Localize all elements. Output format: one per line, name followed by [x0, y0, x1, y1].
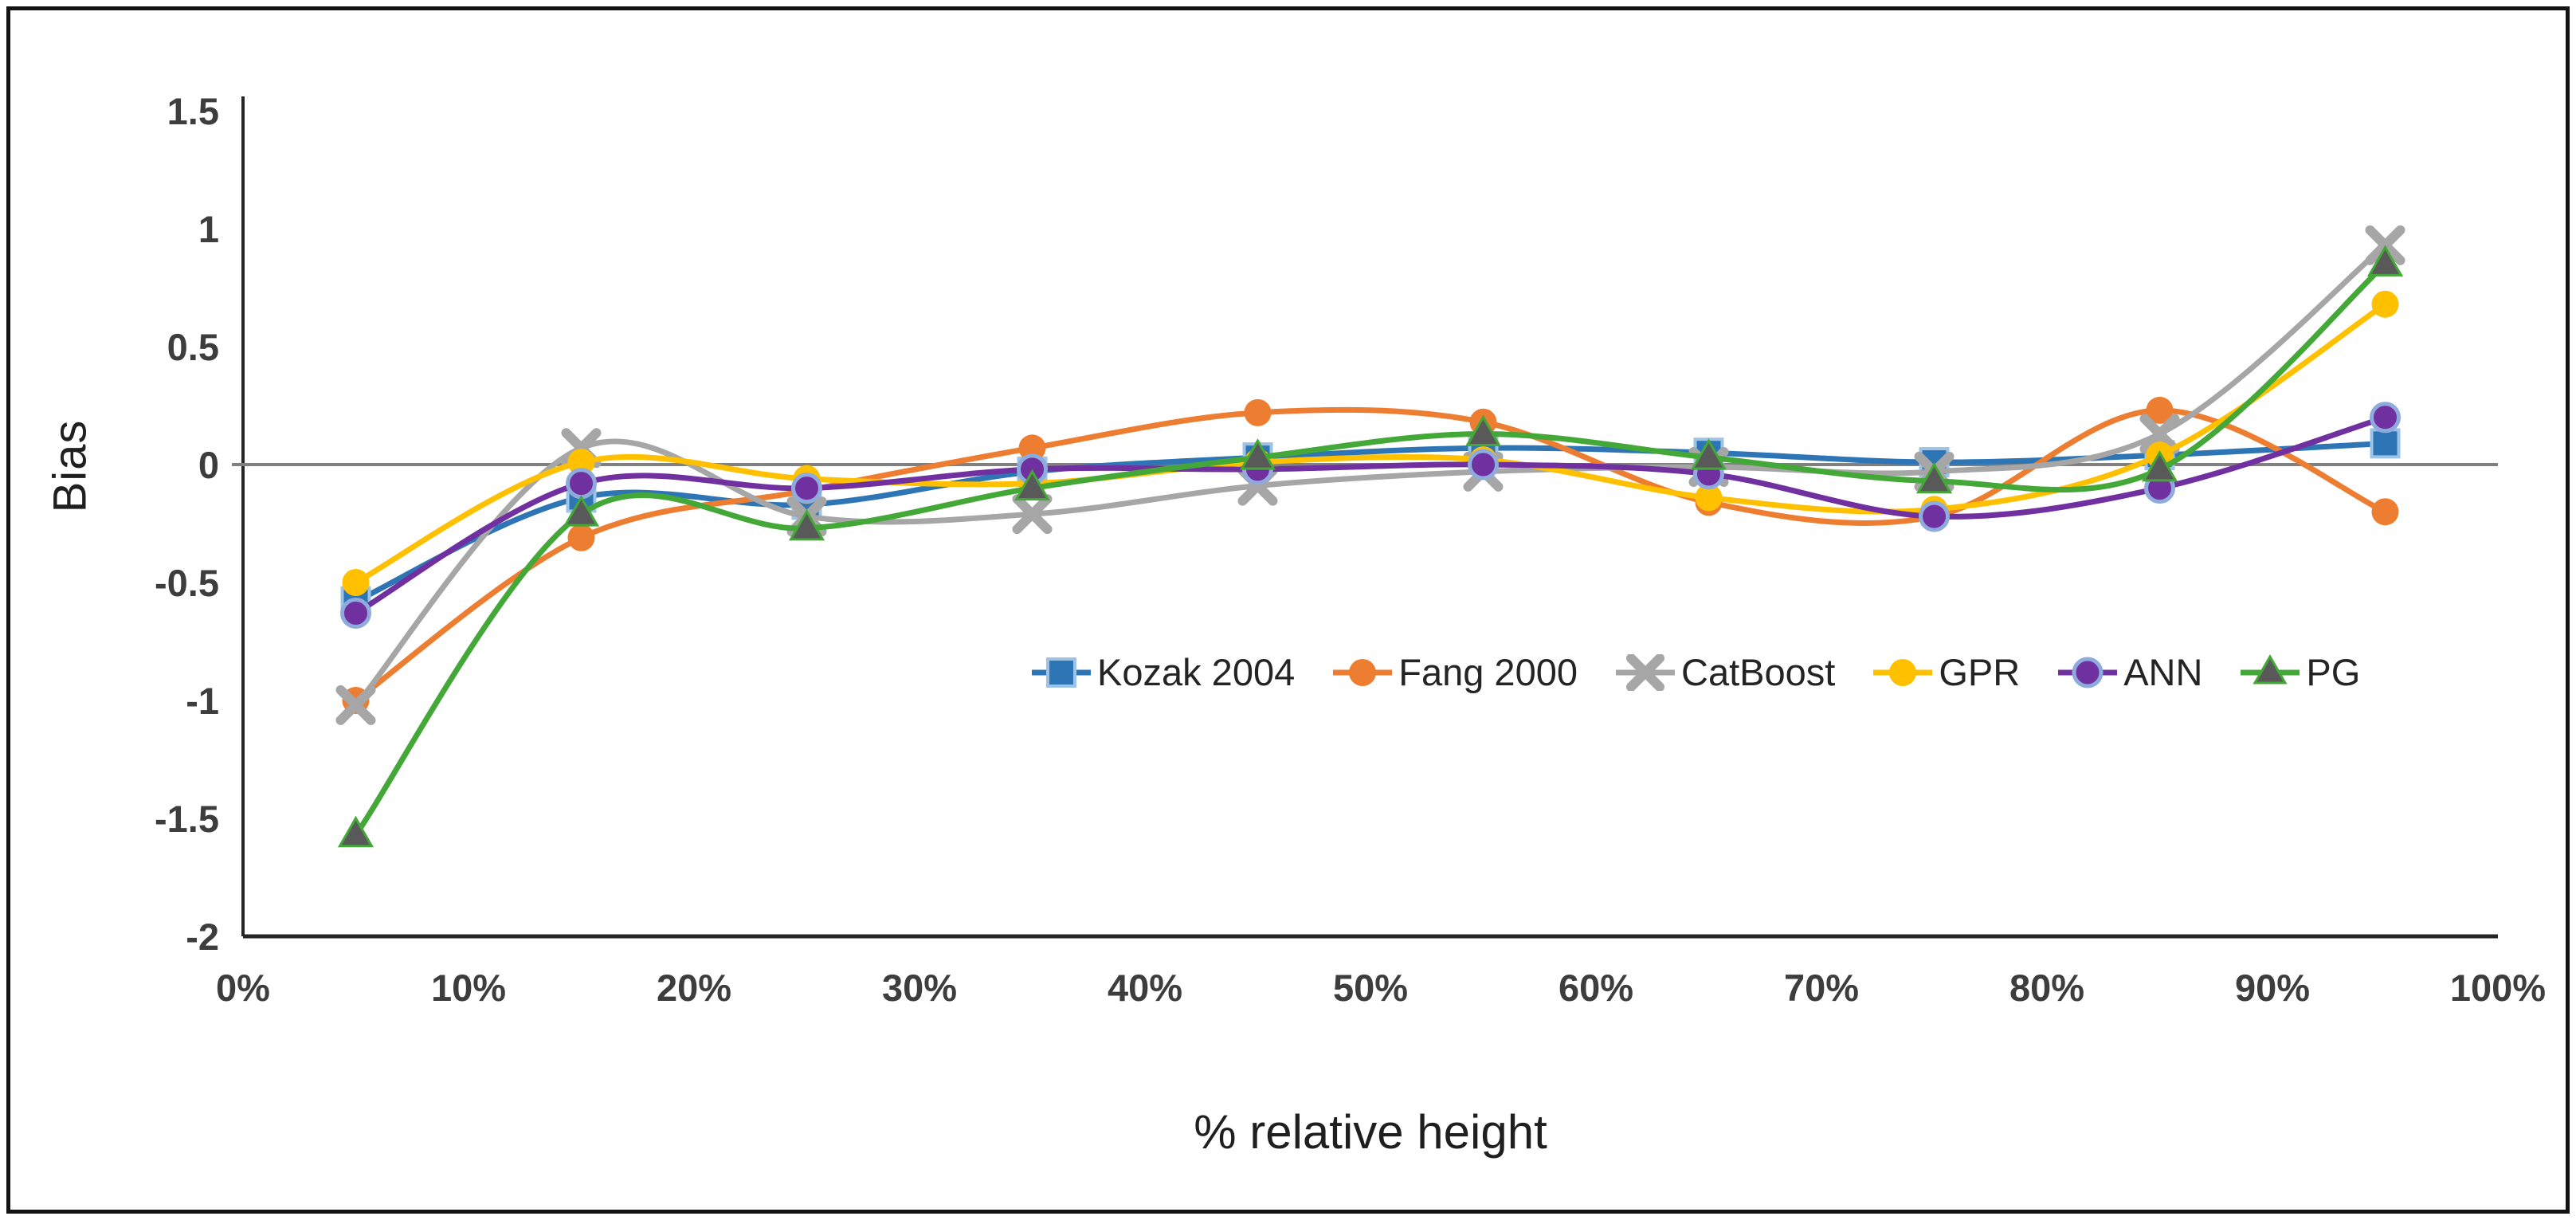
triangle-marker-icon	[2241, 653, 2300, 684]
legend-marker	[2253, 653, 2288, 684]
x-tick-label: 80%	[2009, 967, 2085, 1009]
data-point-pg	[1014, 469, 1051, 501]
series-line-pg	[353, 261, 2388, 838]
x-tick-label: 40%	[1107, 967, 1183, 1009]
data-point-ann	[340, 597, 371, 629]
legend-label: Fang 2000	[1398, 651, 1578, 693]
data-point-ann	[791, 473, 822, 504]
data-point-ann	[1468, 449, 1499, 481]
data-point-pg	[1690, 438, 1727, 470]
legend-item-gpr: GPR	[1872, 650, 2020, 694]
x-tick-label: 100%	[2449, 967, 2547, 1009]
legend-marker	[2072, 657, 2104, 688]
legend-item-pg: PG	[2239, 650, 2360, 694]
data-point-fang-2000	[1018, 434, 1046, 462]
y-tick-label: -1.5	[155, 798, 219, 840]
circle-marker-icon	[2058, 657, 2118, 688]
series-line-ann	[353, 414, 2388, 616]
square-marker-icon	[1032, 657, 1091, 688]
data-point-catboost	[335, 685, 376, 725]
legend-marker	[1349, 658, 1377, 686]
legend-label: Kozak 2004	[1097, 651, 1296, 693]
legend-label: ANN	[2123, 651, 2203, 693]
legend-label: GPR	[1939, 651, 2021, 693]
data-point-fang-2000	[1244, 398, 1272, 426]
x-axis-title: % relative height	[1194, 1105, 1547, 1159]
x-tick-label: 50%	[1332, 967, 1409, 1009]
x-tick-label: 0%	[216, 967, 270, 1009]
data-point-pg	[788, 508, 825, 541]
legend-marker	[1046, 657, 1076, 688]
data-point-pg	[563, 495, 600, 527]
data-point-pg	[337, 815, 374, 848]
data-point-gpr	[567, 449, 595, 477]
series-line-fang-2000	[353, 406, 2388, 704]
data-point-fang-2000	[2371, 498, 2399, 526]
data-point-gpr	[2371, 290, 2399, 318]
legend-label: CatBoost	[1681, 651, 1836, 693]
legend-label: PG	[2306, 651, 2361, 693]
y-tick-label: 0.5	[167, 326, 219, 368]
circle-marker-icon	[1873, 658, 1933, 686]
y-tick-label: -1	[186, 680, 219, 722]
legend-item-fang-2000: Fang 2000	[1331, 650, 1578, 694]
data-point-pg	[1915, 461, 1953, 494]
y-tick-label: 0	[198, 444, 219, 486]
data-point-ann	[2370, 402, 2401, 433]
x-marker-icon	[1616, 653, 1675, 691]
x-tick-label: 30%	[881, 967, 958, 1009]
chart-legend: Kozak 2004 Fang 2000 CatBoost GPR ANN PG	[1030, 650, 2360, 694]
data-point-catboost	[2139, 414, 2180, 454]
x-tick-label: 10%	[430, 967, 507, 1009]
legend-marker	[1889, 658, 1917, 686]
data-point-catboost	[1012, 494, 1053, 535]
data-point-gpr	[342, 569, 370, 596]
circle-marker-icon	[1333, 658, 1393, 686]
y-tick-label: 1.5	[167, 90, 219, 132]
x-tick-label: 70%	[1783, 967, 1860, 1009]
data-point-fang-2000	[2146, 396, 2174, 424]
data-point-pg	[1239, 438, 1276, 470]
data-point-fang-2000	[567, 524, 595, 551]
data-point-pg	[1464, 414, 1502, 447]
data-point-pg	[2366, 245, 2404, 277]
x-tick-label: 90%	[2234, 967, 2311, 1009]
x-tick-label: 60%	[1558, 967, 1634, 1009]
data-point-kozak-2004	[2370, 428, 2401, 459]
data-point-ann	[566, 468, 597, 500]
y-tick-label: -0.5	[155, 562, 219, 604]
data-point-ann	[1919, 500, 1950, 532]
legend-item-ann: ANN	[2056, 650, 2202, 694]
legend-item-catboost: CatBoost	[1614, 650, 1835, 694]
data-point-gpr	[1695, 484, 1723, 512]
y-tick-label: -2	[186, 916, 219, 958]
legend-marker	[1626, 653, 1664, 691]
series-line-catboost	[353, 242, 2388, 708]
legend-item-kozak-2004: Kozak 2004	[1030, 650, 1295, 694]
y-tick-label: 1	[198, 208, 219, 250]
x-tick-label: 20%	[656, 967, 732, 1009]
data-point-pg	[2141, 449, 2178, 482]
